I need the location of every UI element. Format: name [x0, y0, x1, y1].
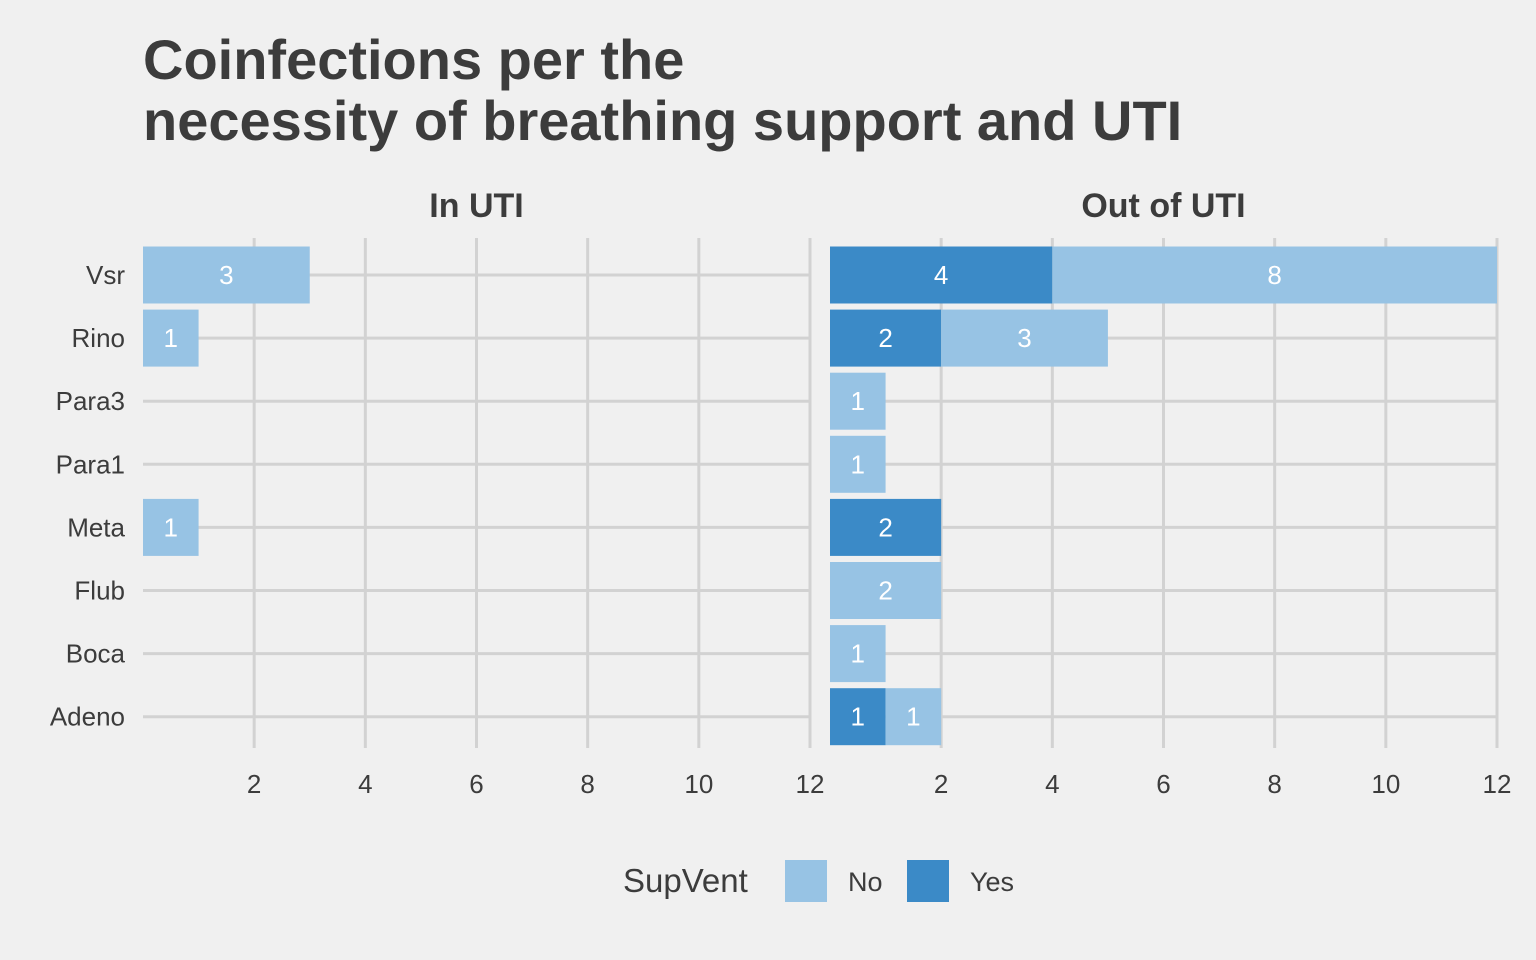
bar-label-out-of-uti-flub-no: 2 [878, 576, 892, 606]
bar-label-out-of-uti-adeno-no: 1 [906, 702, 920, 732]
bar-label-in-uti-meta-no: 1 [164, 512, 178, 542]
x-tick-label-out-of-uti-4: 4 [1045, 769, 1059, 799]
y-tick-label-meta: Meta [67, 512, 125, 542]
x-tick-label-in-uti-6: 6 [469, 769, 483, 799]
bar-label-out-of-uti-vsr-yes: 4 [934, 260, 948, 290]
bar-in-uti-vsr-no [143, 246, 310, 304]
panel-title-out-of-uti: Out of UTI [1081, 187, 1245, 225]
bar-out-of-uti-para1-no [830, 435, 886, 493]
bars [143, 246, 1497, 746]
x-tick-label-out-of-uti-2: 2 [934, 769, 948, 799]
bar-in-uti-meta-no [143, 498, 199, 556]
chart-title-line-1: Coinfections per the [143, 28, 684, 91]
x-tick-label-in-uti-4: 4 [358, 769, 372, 799]
y-tick-label-para3: Para3 [56, 386, 125, 416]
bar-label-in-uti-rino-no: 1 [164, 323, 178, 353]
bar-out-of-uti-vsr-yes [830, 246, 1053, 304]
x-tick-label-out-of-uti-8: 8 [1267, 769, 1281, 799]
panel-title-in-uti: In UTI [429, 187, 523, 225]
bar-label-out-of-uti-meta-yes: 2 [878, 512, 892, 542]
x-tick-label-out-of-uti-6: 6 [1156, 769, 1170, 799]
x-tick-label-in-uti-12: 12 [796, 769, 825, 799]
x-tick-label-out-of-uti-10: 10 [1371, 769, 1400, 799]
axis-labels: 2 4 6 8 10 12 2 4 6 8 10 12VsrRinoPara3Para1MetaFlu… [50, 260, 1512, 799]
bar-out-of-uti-flub-no [830, 562, 942, 619]
bar-label-out-of-uti-vsr-no: 8 [1267, 260, 1281, 290]
grid-lines [143, 238, 1499, 748]
x-tick-label-in-uti-10: 10 [684, 769, 713, 799]
y-tick-label-adeno: Adeno [50, 702, 125, 732]
x-tick-label-out-of-uti-12: 12 [1483, 769, 1512, 799]
bar-out-of-uti-meta-yes [830, 498, 942, 556]
bar-label-out-of-uti-rino-no: 3 [1017, 323, 1031, 353]
bar-label-out-of-uti-para1-no: 1 [851, 449, 865, 479]
bar-out-of-uti-rino-yes [830, 309, 942, 367]
legend-title: SupVent [623, 862, 748, 899]
y-tick-label-boca: Boca [66, 639, 126, 669]
bar-out-of-uti-boca-no [830, 625, 886, 683]
legend-swatch-no [785, 860, 827, 902]
legend-label-no: No [848, 867, 883, 897]
bar-label-out-of-uti-boca-no: 1 [851, 639, 865, 669]
bar-out-of-uti-adeno-no [885, 688, 942, 746]
bar-in-uti-rino-no [143, 309, 199, 367]
legend-label-yes: Yes [970, 867, 1014, 897]
chart-title-line-2: necessity of breathing support and UTI [143, 89, 1182, 152]
y-tick-label-rino: Rino [72, 323, 125, 353]
bar-label-in-uti-vsr-no: 3 [219, 260, 233, 290]
x-tick-label-in-uti-2: 2 [247, 769, 261, 799]
bar-out-of-uti-rino-no [941, 309, 1108, 367]
x-tick-label-in-uti-8: 8 [580, 769, 594, 799]
y-tick-label-para1: Para1 [56, 449, 125, 479]
bar-label-out-of-uti-rino-yes: 2 [878, 323, 892, 353]
y-tick-label-vsr: Vsr [86, 260, 125, 290]
legend: SupVent No Yes [623, 860, 1014, 902]
legend-swatch-yes [907, 860, 949, 902]
bar-out-of-uti-para3-no [830, 372, 886, 430]
bar-label-out-of-uti-adeno-yes: 1 [851, 702, 865, 732]
y-tick-label-flub: Flub [74, 576, 125, 606]
bar-out-of-uti-vsr-no [1052, 246, 1497, 304]
bar-out-of-uti-adeno-yes [830, 688, 886, 746]
bar-label-out-of-uti-para3-no: 1 [851, 386, 865, 416]
